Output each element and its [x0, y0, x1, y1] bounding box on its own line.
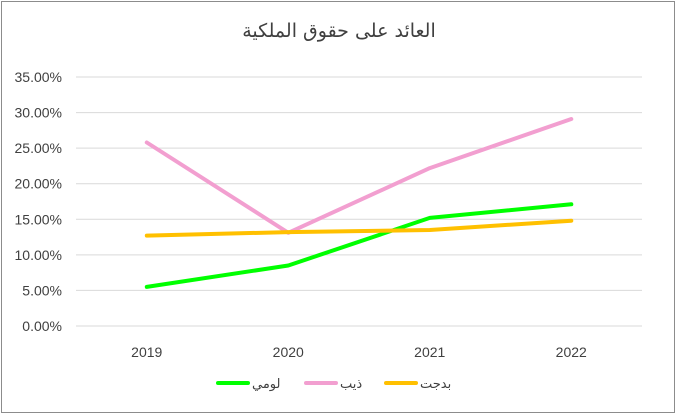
x-tick-label: 2020	[273, 344, 304, 360]
y-tick-label: 35.00%	[15, 69, 62, 85]
y-tick-label: 15.00%	[15, 211, 62, 227]
chart-title: العائد على حقوق الملكية	[242, 20, 436, 42]
series-line-0	[144, 202, 574, 289]
series-line-2	[144, 218, 574, 238]
legend-label: بدجت	[420, 377, 451, 392]
y-tick-label: 0.00%	[22, 318, 62, 334]
legend: لومي ذيب بدجت	[216, 377, 451, 392]
x-tick-label: 2021	[414, 344, 445, 360]
x-tick-label: 2019	[131, 344, 162, 360]
y-tick-label: 10.00%	[15, 247, 62, 263]
x-axis-ticks: 2019 2020 2021 2022	[131, 344, 587, 360]
series-lines	[144, 117, 574, 289]
y-tick-label: 20.00%	[15, 176, 62, 192]
gridlines	[76, 76, 642, 327]
y-tick-label: 5.00%	[22, 282, 62, 298]
series-line-1	[144, 117, 574, 235]
y-tick-label: 25.00%	[15, 140, 62, 156]
legend-label: لومي	[252, 377, 280, 392]
legend-label: ذيب	[340, 377, 362, 392]
y-tick-label: 30.00%	[15, 105, 62, 121]
y-axis-ticks: 0.00% 5.00% 10.00% 15.00% 20.00% 25.00% 30.00%…	[15, 69, 62, 334]
x-tick-label: 2022	[556, 344, 587, 360]
